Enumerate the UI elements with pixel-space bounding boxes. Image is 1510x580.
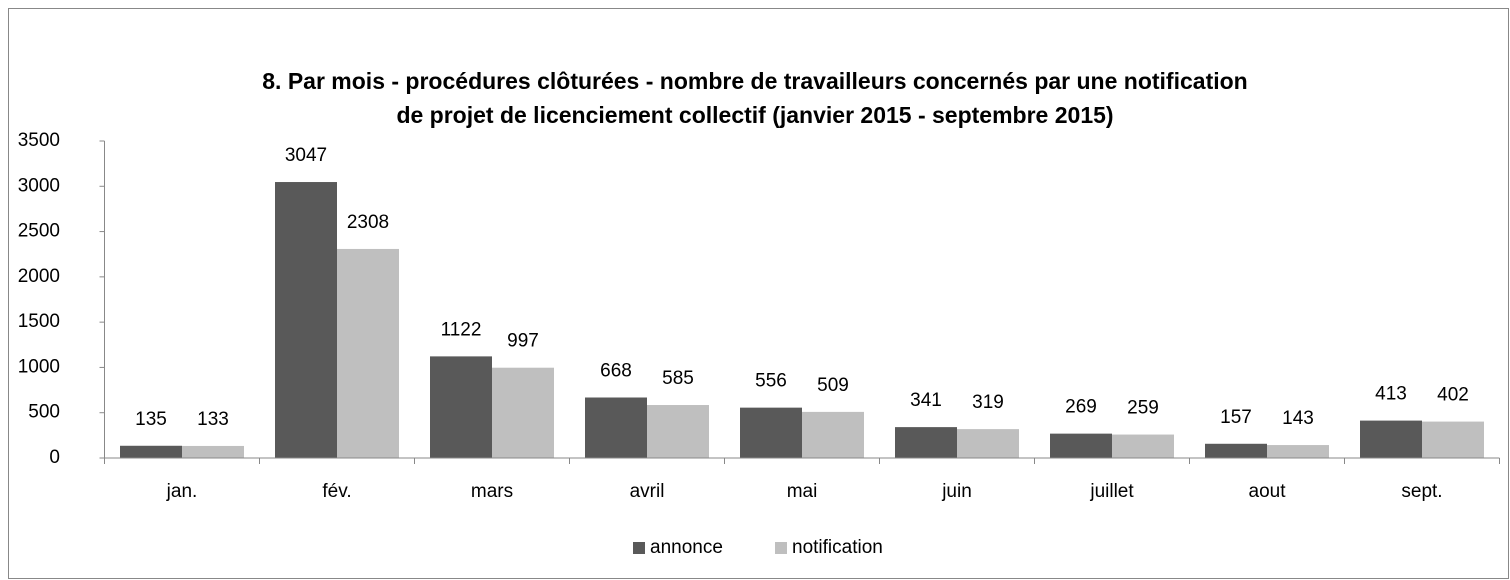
x-tick-label: juillet (1089, 481, 1134, 502)
x-tick-label: mai (787, 481, 818, 502)
data-label: 509 (817, 375, 849, 396)
data-label: 413 (1375, 384, 1407, 405)
y-tick-label: 1000 (18, 356, 60, 377)
data-label: 1122 (441, 319, 482, 340)
x-tick-label: jan. (166, 481, 198, 502)
data-label: 135 (135, 409, 167, 430)
data-label: 133 (197, 409, 229, 430)
bar (120, 445, 182, 458)
bar (337, 248, 399, 458)
data-label: 556 (755, 371, 787, 392)
y-tick-label: 1500 (18, 311, 60, 332)
bar (957, 429, 1019, 458)
y-tick-label: 3500 (18, 130, 60, 151)
bar (802, 411, 864, 458)
x-tick-label: aout (1249, 481, 1287, 502)
y-tick-label: 3000 (18, 175, 60, 196)
bar (430, 356, 492, 458)
data-label: 2308 (347, 212, 389, 233)
bar (492, 367, 554, 458)
data-label: 341 (910, 390, 942, 411)
data-label: 3047 (285, 145, 327, 166)
bar (1050, 433, 1112, 458)
bar (182, 445, 244, 458)
y-tick-label: 2000 (18, 266, 60, 287)
y-tick-label: 2500 (18, 221, 60, 242)
bar (585, 397, 647, 458)
data-label: 157 (1220, 407, 1252, 428)
bar (1112, 434, 1174, 458)
data-label: 585 (662, 368, 694, 389)
data-label: 997 (507, 331, 539, 352)
data-label: 259 (1127, 398, 1159, 419)
chart-title: 8. Par mois - procédures clôturées - nom… (262, 68, 1247, 94)
bar (895, 427, 957, 458)
legend-label: notification (792, 537, 883, 558)
x-tick-label: sept. (1401, 481, 1442, 502)
bar (1360, 420, 1422, 458)
data-label: 143 (1282, 408, 1314, 429)
legend-swatch (775, 542, 787, 554)
data-label: 668 (600, 361, 632, 382)
bar (1205, 443, 1267, 458)
x-tick-label: fév. (322, 481, 351, 502)
bar (275, 182, 337, 458)
x-tick-label: mars (471, 481, 513, 502)
y-tick-label: 0 (49, 447, 60, 468)
bar (1422, 421, 1484, 458)
bar (1267, 445, 1329, 458)
bar (740, 407, 802, 458)
legend-label: annonce (650, 537, 723, 558)
chart-border (8, 8, 1509, 579)
data-label: 319 (972, 392, 1004, 413)
x-tick-label: juin (941, 481, 972, 502)
y-tick-label: 500 (28, 402, 60, 423)
data-label: 402 (1437, 385, 1469, 406)
x-tick-label: avril (630, 481, 665, 502)
bar (647, 405, 709, 458)
legend-swatch (633, 542, 645, 554)
data-label: 269 (1065, 397, 1097, 418)
chart-title: de projet de licenciement collectif (jan… (396, 102, 1113, 128)
